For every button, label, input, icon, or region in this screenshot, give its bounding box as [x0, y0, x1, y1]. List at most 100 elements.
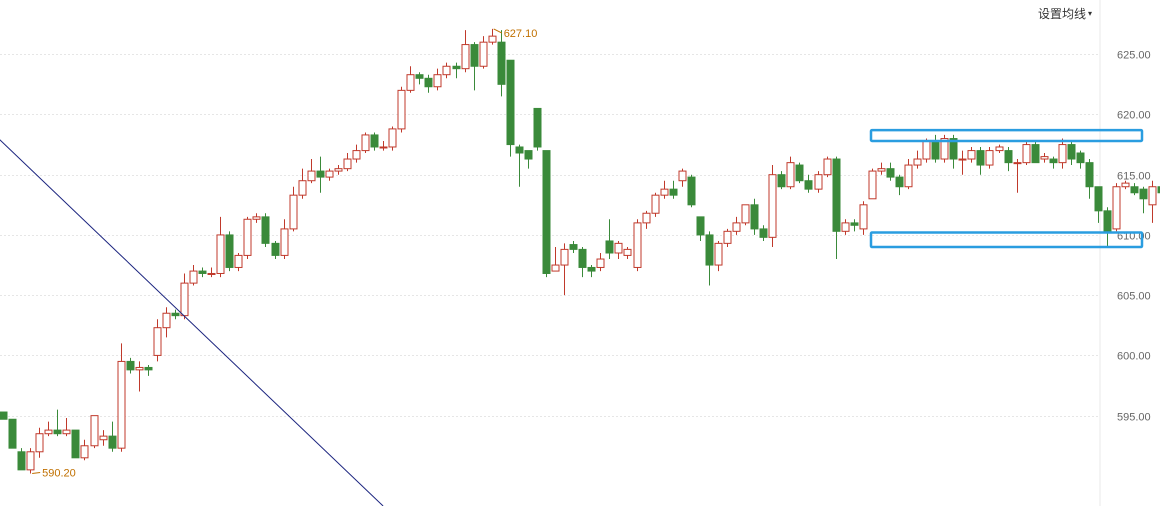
candle-up: [877, 168, 886, 172]
candle-down: [1076, 152, 1085, 164]
candle-down: [53, 429, 62, 435]
candle-up: [786, 162, 795, 188]
candle-up: [334, 168, 343, 172]
candle-down: [370, 134, 379, 148]
candle-up: [660, 188, 669, 196]
candle-down: [976, 150, 985, 166]
candle-down: [506, 59, 515, 146]
candle-up: [99, 435, 108, 441]
candle-down: [850, 222, 859, 226]
candle-up: [1112, 186, 1121, 230]
highlight-box: [869, 128, 1144, 143]
candle-down: [804, 180, 813, 190]
highlight-box: [869, 231, 1144, 249]
ma-settings-label: 设置均线: [1037, 7, 1086, 21]
candle-up: [234, 254, 243, 268]
candle-down: [1130, 186, 1139, 194]
candle-up: [1148, 186, 1157, 206]
candle-up: [859, 204, 868, 230]
candle-up: [35, 433, 44, 453]
candle-down: [795, 164, 804, 182]
ma-settings-button[interactable]: 设置均线 ▾: [1038, 5, 1092, 22]
candle-up: [252, 216, 261, 220]
annotation-pointer: [493, 28, 502, 34]
candle-down: [316, 170, 325, 178]
candle-down: [696, 216, 705, 236]
candle-down: [777, 174, 786, 188]
candle-up: [958, 158, 967, 161]
candle-up: [841, 222, 850, 232]
candle-down: [261, 216, 270, 244]
y-tick-label: 620.00: [1117, 110, 1151, 122]
candle-up: [732, 222, 741, 232]
candle-up: [614, 242, 623, 254]
candle-down: [895, 176, 904, 188]
candle-down: [1103, 210, 1112, 232]
candle-up: [479, 41, 488, 67]
candle-up: [406, 74, 415, 91]
candle-down: [108, 435, 117, 449]
candle-down: [8, 418, 17, 449]
candle-up: [135, 366, 144, 371]
candle-down: [587, 266, 596, 272]
candle-down: [71, 429, 80, 459]
candle-up: [153, 327, 162, 356]
candle-up: [379, 146, 388, 149]
candle-up: [216, 234, 225, 274]
candle-up: [442, 65, 451, 76]
candle-up: [461, 44, 470, 70]
candle-up: [189, 270, 198, 284]
candle-up: [162, 312, 171, 329]
y-tick-label: 595.00: [1117, 412, 1151, 424]
y-tick-label: 600.00: [1117, 351, 1151, 363]
candle-down: [0, 411, 8, 420]
candle-down: [126, 360, 135, 371]
price-annotation: 627.10: [504, 28, 538, 40]
candle-up: [967, 150, 976, 160]
candle-up: [714, 242, 723, 266]
candle-up: [62, 429, 71, 435]
candle-up: [180, 282, 189, 317]
candle-down: [832, 158, 841, 232]
candle-down: [515, 146, 524, 154]
candle-up: [560, 248, 569, 266]
candle-down: [569, 244, 578, 250]
candle-up: [1022, 144, 1031, 164]
candle-down: [470, 44, 479, 67]
candle-up: [397, 89, 406, 130]
candle-up: [642, 212, 651, 224]
candle-down: [533, 107, 542, 148]
candle-down: [949, 138, 958, 160]
candle-down: [1139, 188, 1148, 200]
candle-up: [922, 140, 931, 160]
candle-up: [289, 194, 298, 230]
candle-up: [117, 360, 126, 449]
candle-down: [1094, 186, 1103, 212]
candle-up: [352, 150, 361, 160]
candle-up: [823, 158, 832, 176]
candle-down: [578, 248, 587, 268]
y-tick-label: 615.00: [1117, 171, 1151, 183]
candle-up: [623, 248, 632, 256]
candle-up: [90, 415, 99, 447]
candle-down: [705, 234, 714, 266]
candle-up: [307, 170, 316, 182]
candle-down: [886, 168, 895, 178]
candle-down: [1067, 144, 1076, 160]
candle-up: [940, 138, 949, 160]
candle-down: [225, 234, 234, 268]
candle-up: [596, 258, 605, 268]
candle-up: [44, 429, 53, 435]
candle-down: [524, 150, 533, 160]
candle-up: [678, 170, 687, 182]
chevron-down-icon: ▾: [1087, 9, 1092, 18]
candle-up: [1040, 156, 1049, 160]
candle-down: [424, 77, 433, 88]
annotation-pointer: [32, 471, 41, 474]
price-annotation: 590.20: [42, 467, 76, 479]
candle-up: [551, 264, 560, 272]
candle-down: [1031, 144, 1040, 164]
candle-down: [415, 74, 424, 79]
candle-down: [1004, 150, 1013, 164]
